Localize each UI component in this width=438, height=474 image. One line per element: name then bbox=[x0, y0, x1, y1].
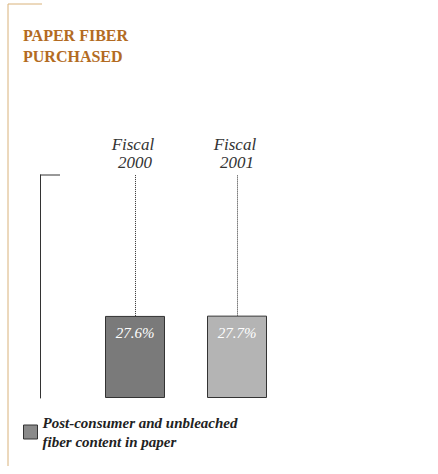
svg-text:27.7%: 27.7% bbox=[218, 325, 257, 341]
svg-text:Post-consumer and unbleached: Post-consumer and unbleached bbox=[43, 415, 242, 431]
svg-text:2001: 2001 bbox=[220, 153, 254, 172]
svg-text:2000: 2000 bbox=[118, 153, 153, 172]
svg-text:Fiscal: Fiscal bbox=[213, 135, 261, 154]
svg-text:Fiscal: Fiscal bbox=[111, 135, 159, 154]
svg-text:PAPER FIBER: PAPER FIBER bbox=[23, 27, 132, 44]
svg-text:fiber content in paper: fiber content in paper bbox=[43, 434, 177, 450]
svg-text:27.6%: 27.6% bbox=[116, 325, 155, 341]
svg-text:PURCHASED: PURCHASED bbox=[23, 48, 123, 65]
